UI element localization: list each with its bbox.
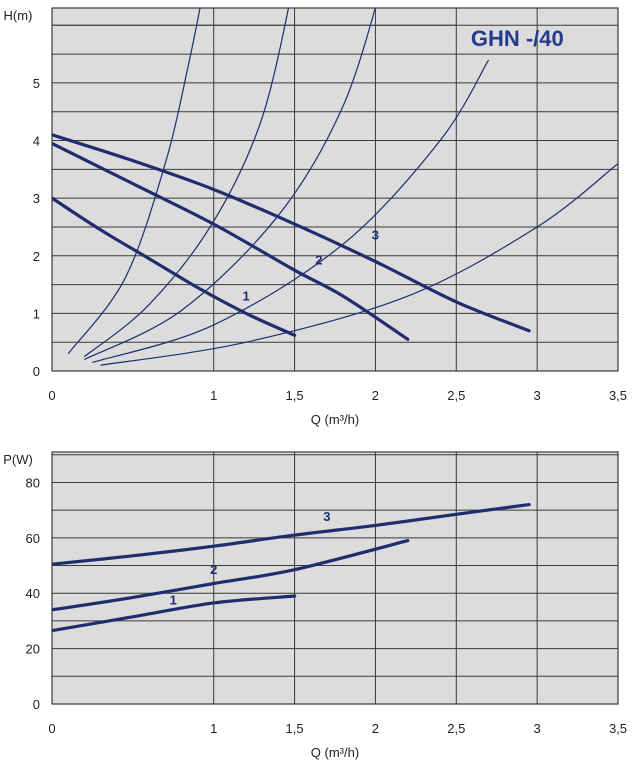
- power-chart-x-tick-label: 1: [210, 721, 217, 736]
- head-chart-y-tick-label: 3: [33, 191, 40, 206]
- head-chart-series: [52, 133, 531, 341]
- head-chart-border: [51, 7, 619, 372]
- head-chart-x-tick-label: 1,5: [286, 388, 304, 403]
- head-chart-y-tick-label: 5: [33, 76, 40, 91]
- power-chart-curve-label: 2: [210, 562, 217, 577]
- head-chart-y-tick-label: 0: [33, 364, 40, 379]
- head-chart-curve-label: 3: [372, 228, 379, 243]
- power-chart-curve-label: 1: [170, 592, 177, 607]
- head-chart-system-curve: [67, 8, 201, 355]
- power-chart-plot-area: [52, 452, 618, 704]
- head-chart-x-tick-label: 2,5: [447, 388, 465, 403]
- head-chart-x-tick-label: 2: [372, 388, 379, 403]
- head-chart-curve-label: 2: [315, 252, 322, 267]
- head-chart-curve-label: 1: [242, 289, 249, 304]
- power-chart-y-tick-label: 80: [26, 475, 40, 490]
- power-chart-y-tick-label: 20: [26, 642, 40, 657]
- head-chart-system-curve: [92, 59, 490, 363]
- head-chart-y-tick-label: 2: [33, 249, 40, 264]
- power-chart-grid: [52, 452, 618, 704]
- head-chart-x-tick-label: 3,5: [609, 388, 627, 403]
- power-chart-x-axis-label: Q (m³/h): [311, 745, 359, 760]
- head-chart-title: GHN -/40: [471, 26, 564, 51]
- head-chart-series-line-1: [52, 196, 297, 337]
- head-chart-y-tick-label: 4: [33, 134, 40, 149]
- power-chart-series-line-3: [52, 503, 531, 566]
- power-chart-curve-label: 3: [323, 509, 330, 524]
- power-chart-x-tick-label: 3,5: [609, 721, 627, 736]
- head-chart-grid: [52, 8, 618, 371]
- head-chart-series-line-2: [52, 141, 410, 341]
- power-chart-x-tick-label: 0: [48, 721, 55, 736]
- power-chart-y-tick-label: 40: [26, 586, 40, 601]
- power-chart-x-tick-label: 3: [534, 721, 541, 736]
- power-chart-series-line-2: [52, 539, 410, 612]
- head-chart-series-line-3: [52, 133, 531, 333]
- power-chart-y-tick-label: 0: [33, 697, 40, 712]
- power-chart-series-line-1: [52, 594, 297, 633]
- head-chart-x-axis-label: Q (m³/h): [311, 412, 359, 427]
- power-chart-y-axis-label: P(W): [3, 452, 33, 467]
- head-chart-x-tick-label: 0: [48, 388, 55, 403]
- head-chart-system-curve: [100, 163, 618, 366]
- power-chart-x-tick-label: 2: [372, 721, 379, 736]
- power-chart-border: [51, 451, 619, 705]
- head-chart-x-tick-label: 3: [534, 388, 541, 403]
- head-chart: 1 2 3 0 1 1,5 2 2,5 3 3,5 0 1 2 3 4 5 H(m) Q (m³/h) GHN -/…: [4, 7, 627, 427]
- head-chart-x-tick-label: 1: [210, 388, 217, 403]
- power-chart: 1 2 3 0 1 1,5 2 2,5 3 3,5 0 20 40 60 80 P(W) Q (m³/h): [3, 451, 627, 760]
- head-chart-y-axis-label: H(m): [4, 8, 33, 23]
- power-chart-x-tick-label: 2,5: [447, 721, 465, 736]
- head-chart-system-curve: [83, 8, 290, 358]
- power-chart-x-tick-label: 1,5: [286, 721, 304, 736]
- power-chart-series: [52, 503, 531, 633]
- head-chart-y-tick-label: 1: [33, 306, 40, 321]
- power-chart-y-tick-label: 60: [26, 531, 40, 546]
